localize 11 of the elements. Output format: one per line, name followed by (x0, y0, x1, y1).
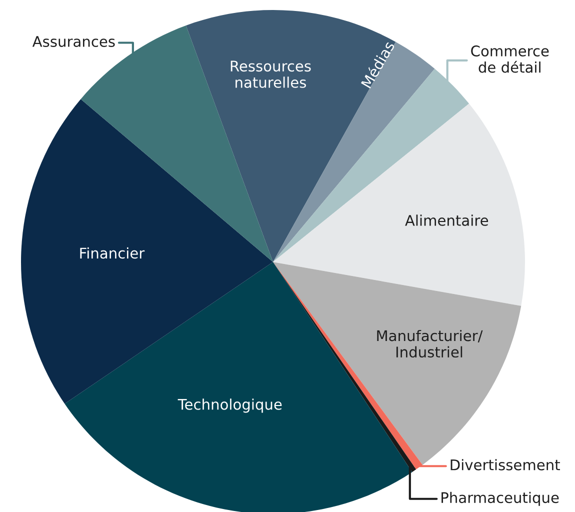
slice-label: Financier (80, 247, 145, 259)
slice-label: Commerce de détail (471, 45, 549, 73)
pie-slice (273, 104, 525, 306)
slice-label: Pharmaceutique (442, 492, 559, 506)
slice-label: Manufacturier/ Industriel (377, 330, 483, 358)
slice-label: Technologique (178, 398, 282, 413)
slice-label: Divertissement (450, 459, 560, 470)
slice-label: Assurances (32, 36, 115, 47)
slice-label: Ressources naturelles (230, 60, 311, 88)
slice-label: Alimentaire (405, 214, 488, 226)
pie-slice (186, 10, 396, 262)
